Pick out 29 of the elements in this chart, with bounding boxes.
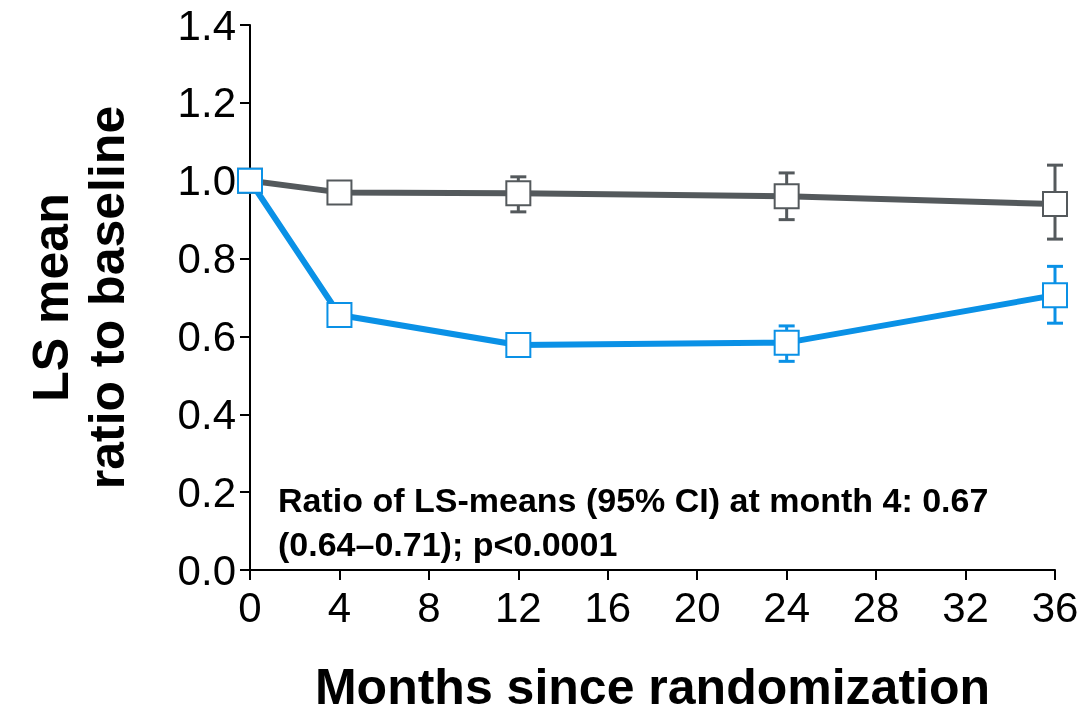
x-tick-label: 20: [673, 583, 721, 631]
x-tick-label: 24: [763, 583, 811, 631]
x-tick-label: 16: [584, 583, 632, 631]
point: [505, 180, 532, 207]
y-tick-label: 0.0: [177, 546, 236, 594]
x-tick-label: 28: [852, 583, 900, 631]
y-tick-label: 1.2: [177, 79, 236, 127]
point: [1042, 282, 1068, 309]
y-axis-title: LS mean ratio to baseline: [23, 105, 135, 490]
annotation: Ratio of LS-means (95% CI) at month 4: 0.67 (0.64–0.71); p<0.0001: [278, 481, 998, 563]
point: [505, 331, 532, 358]
y-tick-label: 0.2: [177, 468, 236, 516]
y-tick-label: 0.4: [177, 390, 236, 438]
y-tick-label: 1.0: [177, 157, 236, 205]
point: [773, 183, 800, 210]
point: [326, 179, 353, 206]
x-tick-label: 36: [1031, 583, 1079, 631]
point: [1042, 191, 1068, 218]
x-tick-label: 0: [238, 583, 262, 631]
x-axis-title: Months since randomization: [314, 659, 991, 715]
y-tick-label: 0.6: [177, 312, 236, 360]
x-tick-label: 12: [494, 583, 542, 631]
point: [326, 302, 353, 329]
point: [773, 329, 800, 356]
x-tick-label: 4: [327, 583, 352, 631]
x-tick-label: 8: [417, 583, 441, 631]
y-tick-label: 1.4: [177, 1, 236, 49]
y-tick-label: 0.8: [177, 235, 236, 283]
x-tick-label: 32: [942, 583, 989, 631]
